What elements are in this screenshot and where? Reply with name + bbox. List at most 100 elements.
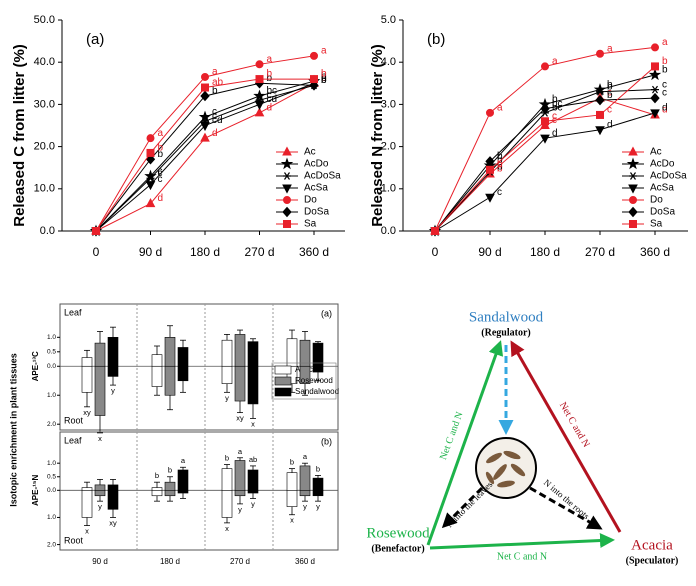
marker: [282, 146, 292, 156]
root-bar: [299, 490, 311, 497]
y-tick-label: 4.0: [381, 56, 396, 68]
significance-letter: a: [607, 43, 613, 54]
marker: [283, 196, 291, 204]
marker: [255, 60, 264, 69]
leaf-bar: [221, 468, 233, 491]
marker: [145, 154, 156, 165]
significance-letter: b: [158, 143, 164, 154]
significance-letter: bc: [267, 86, 278, 97]
significance-letter: ab: [212, 77, 224, 88]
x-tick-label: 0: [432, 245, 439, 259]
marker: [650, 92, 660, 104]
node-role: (Regulator): [481, 327, 530, 338]
significance-letter: b: [607, 81, 613, 92]
x-tick-label: 360 d: [295, 557, 315, 566]
y-tick-label: 2.0: [47, 421, 56, 428]
marker: [201, 83, 209, 92]
significance-letter: bc: [552, 102, 563, 113]
legend-label: AcDo: [650, 159, 675, 170]
leaf-bar: [234, 334, 246, 367]
significance-letter: c: [267, 90, 272, 101]
leaf-bar: [312, 477, 324, 491]
significance-letter: d: [662, 102, 668, 113]
significance-letter: b: [321, 73, 327, 84]
significance-letter: y: [316, 502, 320, 511]
root-bar: [312, 490, 324, 497]
y-tick-label: 5.0: [381, 14, 396, 26]
series-line: [95, 55, 315, 232]
y-tick-label: 1.0: [47, 334, 56, 341]
marker: [198, 110, 212, 123]
x-tick-label: 180 d: [530, 245, 560, 259]
significance-letter: a: [303, 452, 308, 461]
marker: [540, 103, 550, 114]
y-tick-label: 1.0: [381, 183, 396, 195]
leaf-bar: [81, 357, 93, 367]
marker: [595, 126, 605, 136]
significance-letter: b: [316, 464, 320, 473]
marker: [254, 100, 265, 110]
y-tick-label: 0.0: [40, 225, 55, 237]
legend-label: Sa: [650, 219, 663, 230]
y-tick-label: 0.0: [47, 363, 56, 370]
marker: [200, 132, 210, 142]
root-bar: [94, 365, 106, 416]
root-bar: [177, 365, 189, 382]
marker: [541, 117, 549, 126]
marker: [596, 110, 604, 119]
significance-letter: bc: [552, 98, 563, 109]
x-tick-label: 90 d: [92, 557, 108, 566]
node-label: Sandalwood: [469, 309, 544, 325]
edge-arrow: [426, 340, 504, 546]
root-bar: [221, 365, 233, 384]
significance-letter: y: [251, 499, 255, 508]
significance-letter: d: [662, 105, 668, 116]
series-line: [95, 82, 315, 232]
root-bar: [107, 490, 119, 510]
series-line: [434, 112, 656, 232]
root-bar: [151, 365, 163, 387]
root-bar: [164, 490, 176, 497]
significance-letter: b: [168, 466, 172, 475]
y-tick-label: 3.0: [381, 98, 396, 110]
legend-label: AcSa: [650, 183, 674, 194]
leaf-bar: [299, 339, 311, 367]
significance-letter: cd: [267, 94, 278, 105]
significance-letter: b: [158, 149, 164, 160]
root-bar: [299, 365, 311, 384]
significance-letter: b: [552, 94, 558, 105]
marker: [310, 51, 318, 60]
significance-letter: c: [497, 187, 502, 198]
significance-letter: a: [238, 447, 243, 456]
panel-label: (a): [86, 31, 104, 48]
significance-letter: a: [158, 128, 164, 139]
panel-frame: [59, 303, 339, 431]
marker: [648, 68, 662, 81]
significance-letter: c: [158, 168, 163, 179]
legend-label: AcDo: [304, 159, 329, 170]
legend-label: AcSa: [304, 183, 328, 194]
panel-frame: [59, 431, 339, 551]
marker: [253, 89, 266, 102]
series-line: [95, 80, 315, 232]
marker: [145, 181, 156, 191]
node-role: (Benefactor): [371, 543, 424, 554]
root-bar: [286, 490, 298, 507]
root-bar: [81, 365, 93, 393]
x-tick-label: 0: [93, 245, 100, 259]
marker: [540, 134, 550, 144]
legend-label: Sandalwood: [295, 387, 339, 396]
significance-letter: c: [158, 174, 163, 185]
significance-letter: b: [290, 458, 294, 467]
significance-letter: d: [552, 128, 558, 139]
leaf-bar: [234, 460, 246, 491]
root-bar: [312, 365, 324, 373]
marker: [282, 184, 292, 194]
legend-label: Ac: [304, 147, 316, 158]
legend-label: AcDoSa: [650, 171, 687, 182]
bottom-label: Root: [64, 535, 84, 545]
leaf-bar: [94, 484, 106, 491]
root-bar: [81, 490, 93, 518]
leaf-bar: [164, 337, 176, 367]
marker: [486, 108, 494, 117]
